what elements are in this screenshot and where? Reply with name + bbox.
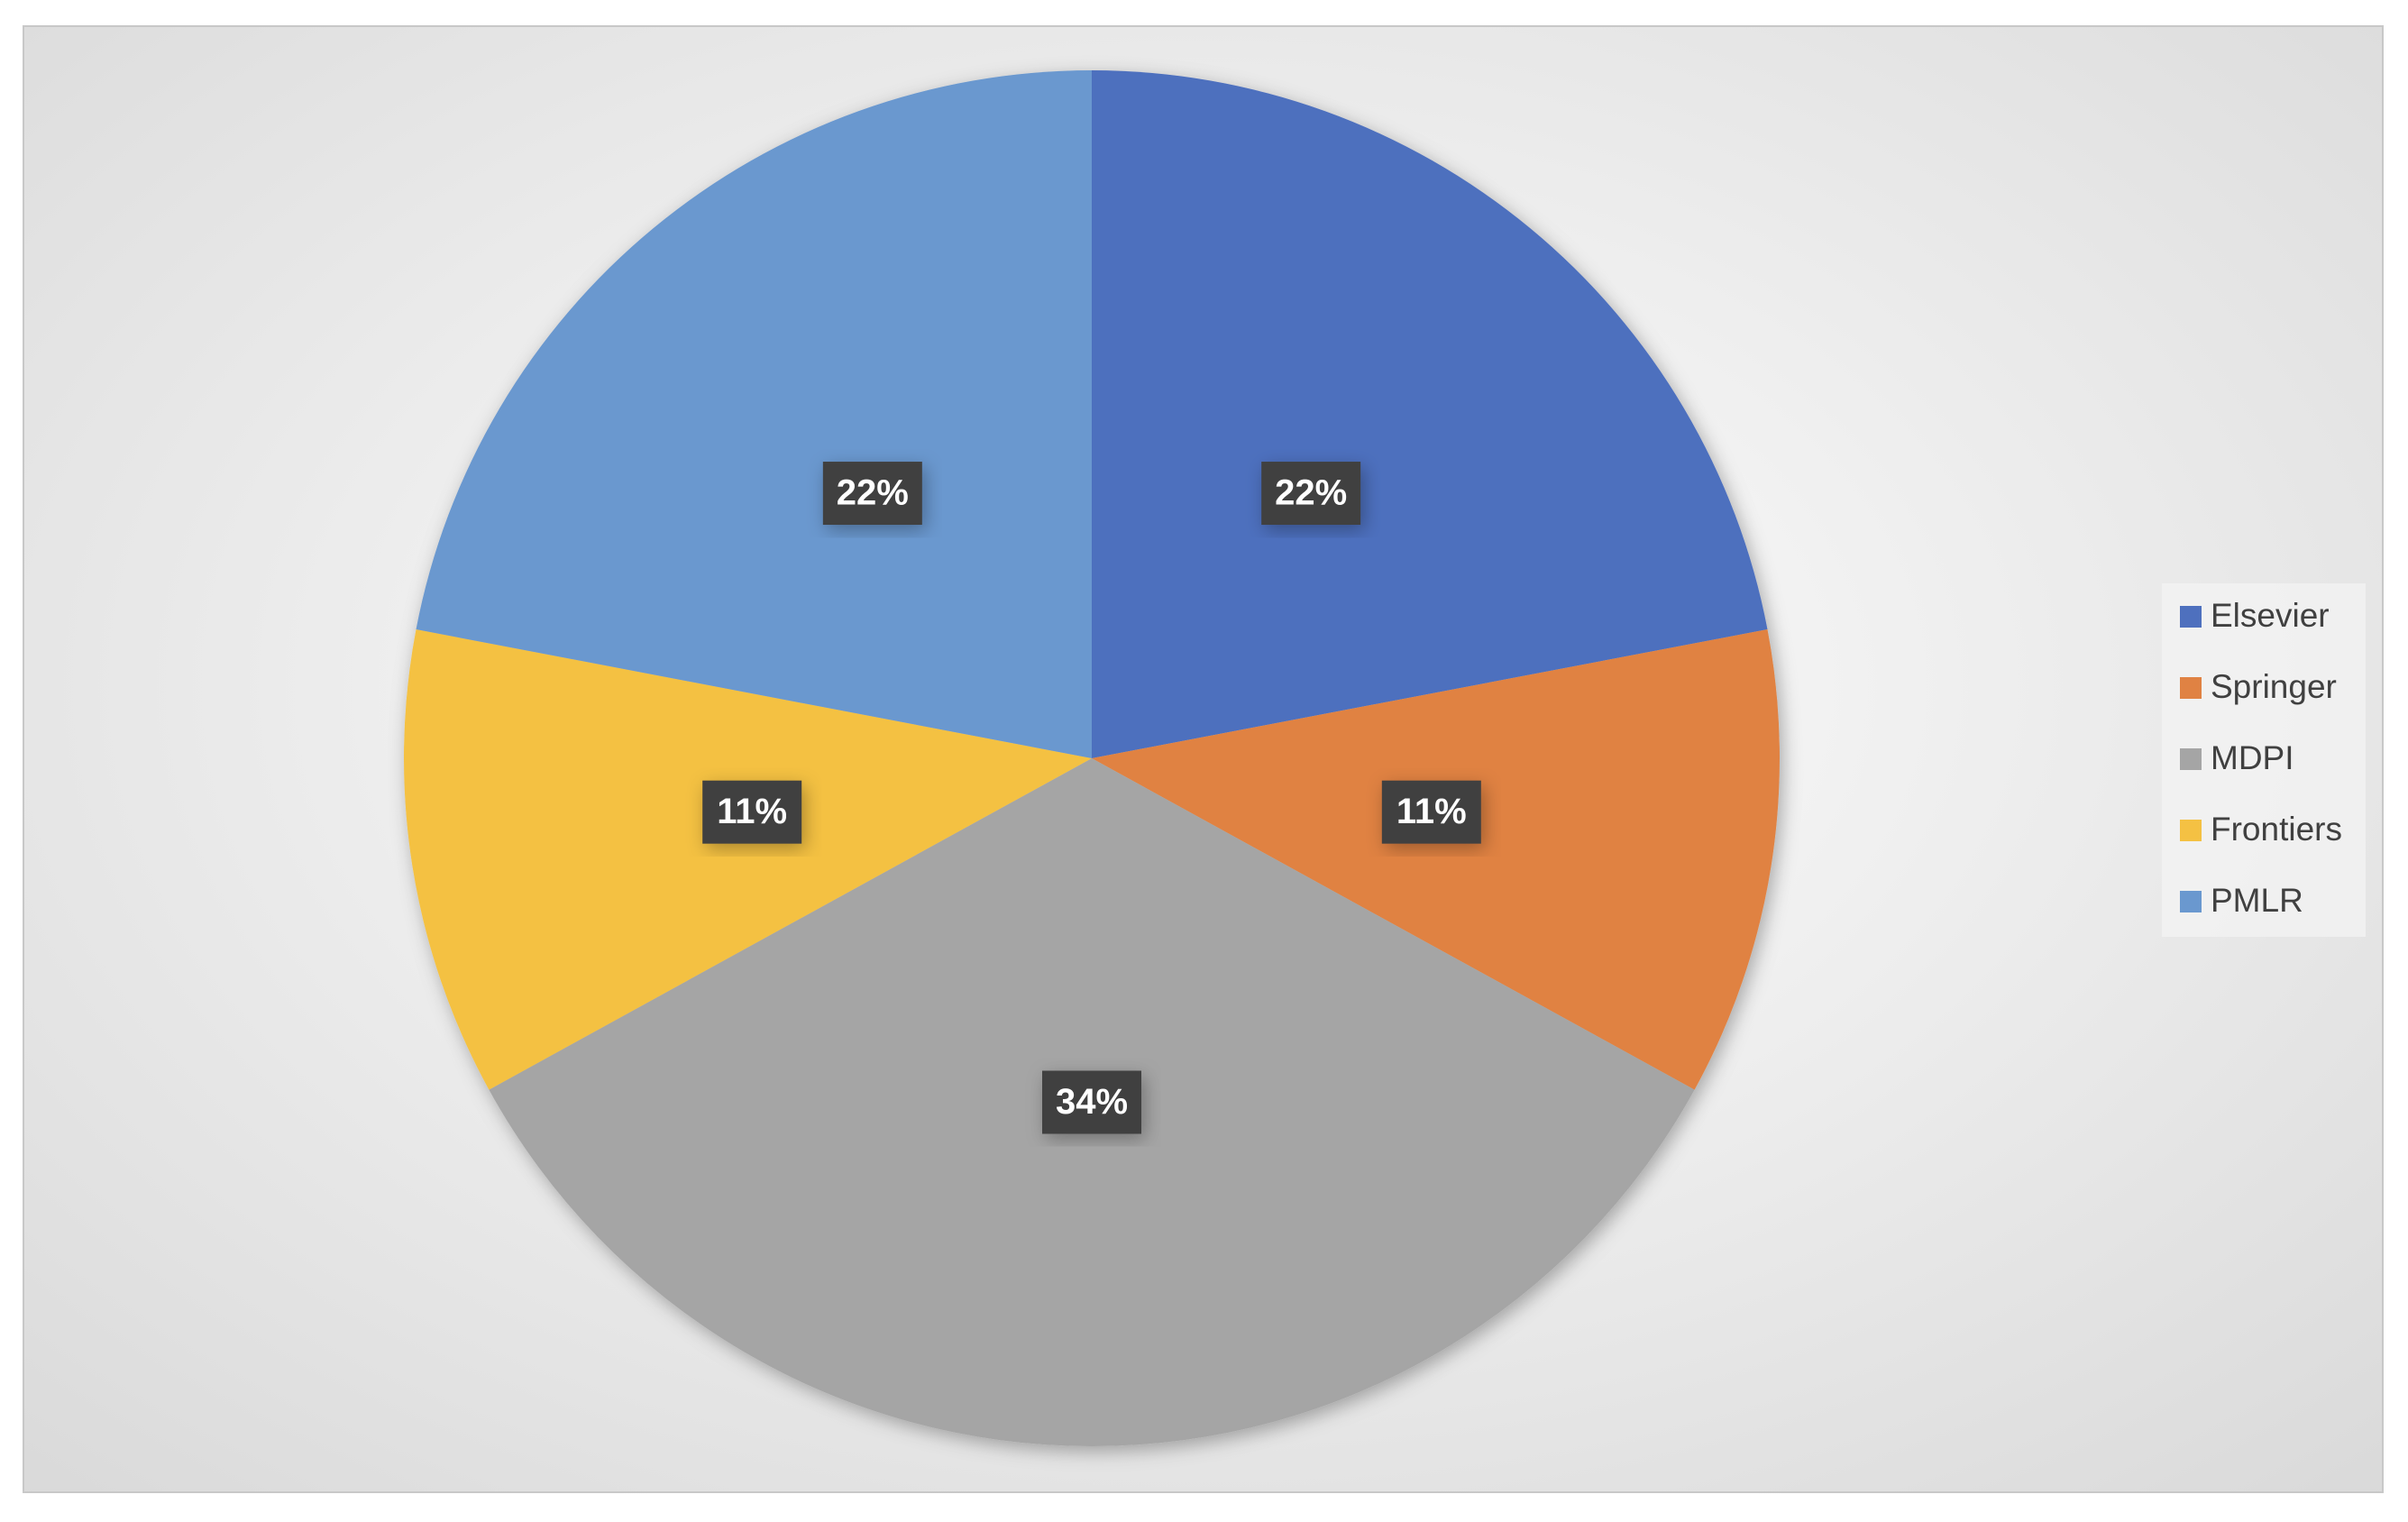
pie	[404, 70, 1780, 1447]
pie-slice	[1092, 70, 1768, 758]
legend-label: Springer	[2211, 668, 2337, 705]
data-label-box	[1042, 1070, 1141, 1134]
legend-label: PMLR	[2211, 882, 2303, 919]
legend-label: MDPI	[2211, 739, 2294, 776]
pie-slice	[416, 70, 1092, 758]
pie-slice	[404, 629, 1092, 1090]
data-label-box	[822, 462, 922, 526]
pie-slice	[1092, 629, 1780, 1090]
data-label: 11%	[717, 792, 787, 831]
data-label-box	[1261, 462, 1361, 526]
data-label: 34%	[1056, 1082, 1128, 1122]
legend-swatch	[2180, 891, 2202, 912]
data-label-box	[702, 780, 802, 844]
data-label: 22%	[1275, 473, 1347, 513]
legend-swatch	[2180, 820, 2202, 841]
data-label: 11%	[1396, 792, 1467, 831]
legend-swatch	[2180, 748, 2202, 770]
data-label: 22%	[837, 473, 909, 513]
legend-swatch	[2180, 677, 2202, 699]
legend-swatch	[2180, 606, 2202, 628]
legend-label: Frontiers	[2211, 811, 2342, 848]
data-label-box	[1381, 780, 1481, 844]
legend-label: Elsevier	[2211, 597, 2330, 634]
